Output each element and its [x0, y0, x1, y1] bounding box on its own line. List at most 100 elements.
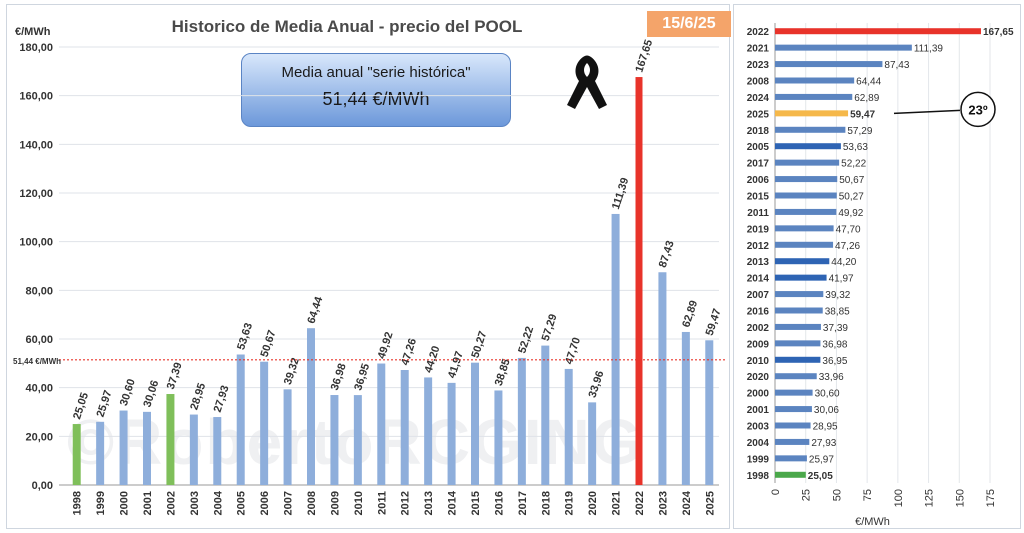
bar-value-label-2022: 167,65: [633, 38, 655, 74]
ranking-bar-2006: [775, 176, 838, 183]
average-reference-label: 51,44 €/MWh: [13, 357, 61, 366]
ranking-value-label-2006: 50,67: [839, 175, 864, 186]
ranking-value-label-2002: 37,39: [823, 323, 848, 334]
ranking-value-label-2003: 28,95: [813, 422, 838, 433]
bar-2000: [119, 410, 128, 485]
ranking-bar-2004: [775, 438, 810, 445]
ranking-bar-2022: [775, 28, 981, 35]
y-tick-label: 40,00: [25, 383, 53, 395]
bar-value-label-2002: 37,39: [165, 361, 185, 391]
bar-value-label-2016: 38,85: [493, 358, 513, 388]
ranking-year-label-2020: 2020: [747, 372, 770, 383]
x-tick-label-2017: 2017: [517, 491, 529, 515]
bar-value-label-2005: 53,63: [235, 322, 255, 352]
ranking-year-label-1999: 1999: [747, 454, 770, 465]
bar-value-label-2017: 52,22: [516, 325, 536, 355]
ranking-bar-2025: [775, 110, 849, 117]
x-tick-label-2022: 2022: [634, 491, 646, 515]
ranking-year-label-2003: 2003: [747, 422, 770, 433]
ranking-value-label-2007: 39,32: [825, 290, 850, 301]
x-tick-label: 0: [770, 489, 782, 495]
x-tick-label-2006: 2006: [259, 491, 271, 515]
ranking-value-label-1999: 25,97: [809, 454, 834, 465]
ranking-bar-chart: 0 25 50 75 100 125 150 175 €/MWh 2022 167,65 2021 11…: [747, 23, 1014, 528]
ranking-year-label-2018: 2018: [747, 126, 770, 137]
bar-value-label-1998: 25,05: [71, 391, 91, 421]
ranking-value-label-2011: 49,92: [838, 208, 863, 219]
ranking-year-label-2001: 2001: [747, 405, 770, 416]
bar-2018: [541, 345, 550, 485]
x-tick-label-2014: 2014: [447, 490, 459, 515]
ranking-bar-2005: [775, 143, 841, 150]
ranking-bar-2019: [775, 225, 834, 232]
ranking-value-label-2000: 30,60: [815, 389, 840, 400]
ribbon-icon: [567, 55, 607, 109]
x-tick-label-2000: 2000: [119, 491, 131, 515]
bar-value-label-2012: 47,26: [399, 337, 419, 367]
bar-1998: [72, 424, 81, 485]
bar-2007: [283, 389, 292, 485]
ranking-year-label-2004: 2004: [747, 438, 770, 449]
bar-value-label-2011: 49,92: [376, 331, 396, 361]
ranking-year-label-2005: 2005: [747, 142, 770, 153]
bar-2017: [517, 357, 526, 485]
ranking-bar-1998: [775, 471, 806, 478]
ranking-value-label-2005: 53,63: [843, 142, 868, 153]
x-tick-label-2004: 2004: [212, 490, 224, 515]
bar-2021: [611, 213, 620, 486]
ranking-bar-2009: [775, 340, 821, 347]
bar-2011: [377, 363, 386, 485]
bar-value-label-2023: 87,43: [657, 239, 677, 269]
left-bar-chart: €/MWh 0,00 20,00 40,00 60,00 80,00 100,00 120,0…: [13, 26, 725, 515]
bar-2001: [143, 411, 151, 485]
bar-value-label-2019: 47,70: [563, 336, 583, 366]
bar-value-label-2018: 57,29: [540, 313, 560, 343]
bar-1999: [96, 421, 105, 485]
y-tick-label: 60,00: [25, 334, 53, 346]
bar-2004: [213, 417, 222, 485]
ranking-year-label-2009: 2009: [747, 339, 770, 350]
ranking-value-label-2019: 47,70: [836, 224, 861, 235]
bar-2012: [400, 370, 409, 485]
ranking-bar-2007: [775, 291, 824, 298]
ranking-value-label-2018: 57,29: [847, 126, 872, 137]
ranking-value-label-2017: 52,22: [841, 159, 866, 170]
x-tick-label-2011: 2011: [376, 491, 388, 515]
bar-value-label-2020: 33,96: [587, 369, 607, 399]
x-tick-label-2005: 2005: [236, 491, 248, 515]
bar-2022: [635, 77, 643, 485]
x-tick-label-2015: 2015: [470, 491, 482, 515]
x-axis-label: €/MWh: [855, 516, 890, 528]
ranking-bar-2000: [775, 389, 813, 396]
ranking-year-label-2014: 2014: [747, 274, 770, 285]
x-tick-label-2013: 2013: [423, 491, 435, 515]
bar-2019: [564, 368, 573, 485]
bar-value-label-2006: 50,67: [259, 329, 279, 359]
ranking-bar-2017: [775, 159, 840, 166]
bar-2016: [494, 390, 503, 485]
ranking-year-label-2010: 2010: [747, 356, 770, 367]
x-tick-label: 150: [954, 489, 966, 507]
x-tick-label-2012: 2012: [400, 491, 412, 515]
ranking-value-label-2025: 59,47: [850, 109, 875, 120]
ranking-year-label-2007: 2007: [747, 290, 770, 301]
ranking-value-label-2014: 41,97: [829, 274, 854, 285]
x-tick-label-2010: 2010: [353, 491, 365, 515]
rank-pointer-line: [893, 109, 961, 115]
x-tick-label: 100: [893, 489, 905, 507]
bar-2020: [588, 402, 597, 485]
ranking-year-label-2021: 2021: [747, 44, 770, 55]
ranking-year-label-2011: 2011: [747, 208, 769, 219]
ranking-value-label-2021: 111,39: [914, 44, 944, 55]
ranking-value-label-2004: 27,93: [811, 438, 836, 449]
ranking-bar-2008: [775, 77, 855, 84]
left-chart-panel: Historico de Media Anual - precio del PO…: [6, 4, 731, 529]
x-tick-label-2020: 2020: [587, 491, 599, 515]
bar-2015: [471, 362, 479, 485]
ranking-bar-2016: [775, 307, 823, 314]
ranking-value-label-2009: 36,98: [822, 339, 847, 350]
bar-value-label-2004: 27,93: [212, 384, 232, 414]
ranking-value-label-2012: 47,26: [835, 241, 860, 252]
bar-value-label-2001: 30,06: [141, 379, 161, 409]
ranking-year-label-2025: 2025: [747, 109, 770, 120]
